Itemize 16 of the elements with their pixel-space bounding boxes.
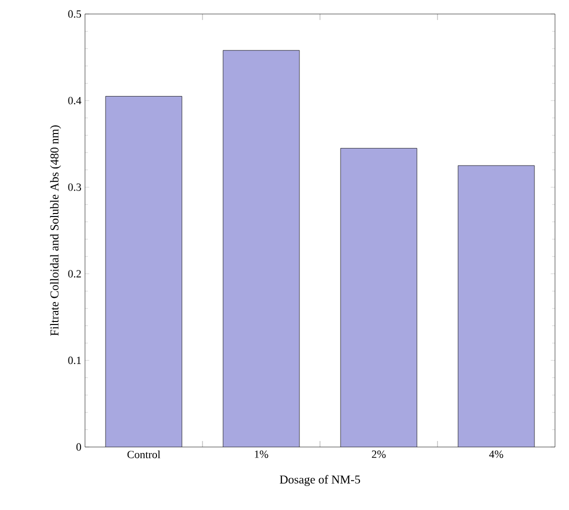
bar [222,50,300,447]
bar [105,96,182,447]
y-tick-label: 0.2 [68,270,81,278]
x-tick-label: Control [127,450,160,458]
x-tick-label: 4% [489,450,504,458]
y-tick-label: 0.4 [68,96,82,104]
bar [340,148,418,447]
y-tick-label: 0.1 [68,356,81,364]
y-tick-label: 0 [76,443,82,451]
y-tick-label: 0.3 [68,183,82,191]
x-axis-title: Dosage of NM-5 [280,475,360,486]
x-tick-label: 2% [372,450,386,458]
y-tick-label: 0.5 [68,10,82,18]
bar [458,165,535,447]
x-tick-label: 1% [254,450,268,458]
y-axis-title: Filtrate Colloidal and Soluble Abs (480 nm) [50,125,61,336]
